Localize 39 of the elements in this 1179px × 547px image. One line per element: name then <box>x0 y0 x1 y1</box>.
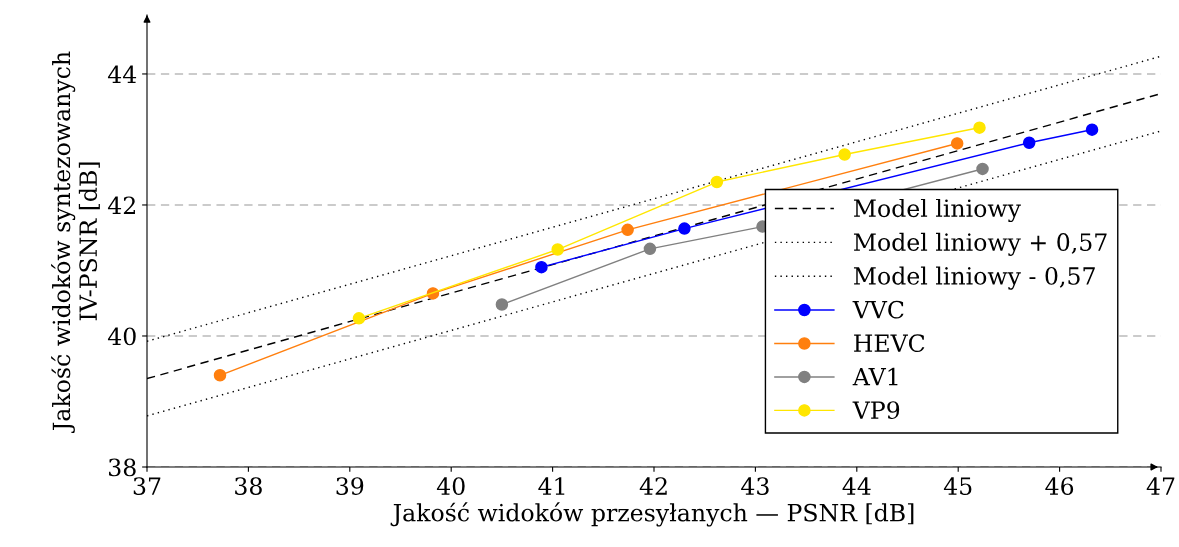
point <box>678 222 691 235</box>
point <box>976 162 989 176</box>
x-tick-label: 42 <box>639 477 667 495</box>
x-tick-label: 38 <box>235 477 262 495</box>
point <box>535 260 548 274</box>
legend-label: AV1 <box>852 367 898 386</box>
x-tick-label: 39 <box>336 477 364 495</box>
point <box>643 242 657 256</box>
x-axis-title: Jakość widoków przesyłanych — PSNR [dB] <box>390 502 914 527</box>
legend-label: Model liniowy - 0,57 <box>853 266 1095 290</box>
x-tick-label: 45 <box>943 477 972 495</box>
y-axis-title: Jakość widoków syntezowanych IV-PSNR [dB] <box>51 51 100 434</box>
legend-label: Model liniowy + 0,57 <box>853 232 1107 256</box>
legend-label: VVC <box>852 300 904 319</box>
point <box>352 312 366 325</box>
x-tick-label: 46 <box>1045 477 1074 495</box>
legend-label: Model liniowy <box>853 198 1021 223</box>
x-tick-label: 41 <box>538 477 565 495</box>
point <box>950 137 964 150</box>
legend-label: HEVC <box>854 334 925 353</box>
point <box>1022 136 1036 149</box>
y-tick-label: 42 <box>107 196 135 214</box>
point <box>710 175 724 189</box>
point <box>621 223 634 237</box>
x-tick-label: 44 <box>842 477 871 495</box>
x-tick-label: 43 <box>741 477 769 495</box>
point <box>973 121 986 134</box>
point <box>213 369 227 382</box>
point <box>838 148 851 161</box>
point <box>551 243 564 256</box>
x-tick-label: 47 <box>1146 477 1175 495</box>
point <box>1085 123 1099 136</box>
y-tick-label: 38 <box>109 458 136 477</box>
legend-label: VP9 <box>852 401 900 420</box>
point <box>495 298 509 311</box>
x-tick-label: 40 <box>436 477 465 495</box>
y-tick-label: 44 <box>107 65 137 83</box>
y-tick-label: 40 <box>107 327 136 346</box>
x-tick-label: 37 <box>133 477 161 495</box>
